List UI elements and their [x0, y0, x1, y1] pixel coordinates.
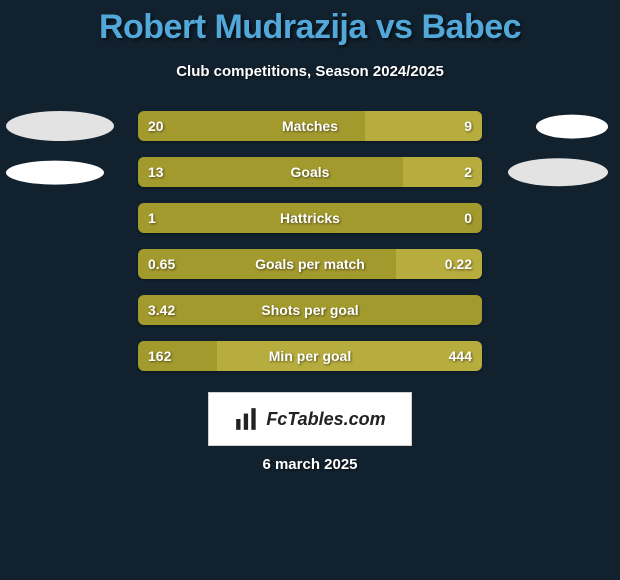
- stat-left-value: 20: [138, 118, 174, 134]
- stat-bar-right: 2: [403, 157, 482, 187]
- stat-left-value: 0.65: [138, 256, 185, 272]
- stat-row: 3.42 Shots per goal: [0, 290, 620, 336]
- bar-chart-icon: [234, 406, 260, 432]
- stat-bar: 3.42 Shots per goal: [138, 295, 482, 325]
- stat-bar-right: 0.22: [396, 249, 482, 279]
- stat-row: 162 444 Min per goal: [0, 336, 620, 382]
- decoration-ellipse: [508, 158, 608, 186]
- stat-bar: 0.65 0.22 Goals per match: [138, 249, 482, 279]
- stat-row: 0.65 0.22 Goals per match: [0, 244, 620, 290]
- brand-badge[interactable]: FcTables.com: [208, 392, 412, 446]
- stat-row: 20 9 Matches: [0, 106, 620, 152]
- comparison-subtitle: Club competitions, Season 2024/2025: [0, 63, 620, 80]
- stat-left-value: 1: [138, 210, 166, 226]
- brand-text: FcTables.com: [266, 409, 385, 430]
- stat-right-value: 2: [454, 164, 482, 180]
- stat-label: Hattricks: [280, 210, 340, 226]
- stat-label: Matches: [282, 118, 338, 134]
- decoration-ellipse: [6, 161, 104, 185]
- stat-row: 1 0 Hattricks: [0, 198, 620, 244]
- stat-label: Shots per goal: [261, 302, 358, 318]
- stat-right-value: 444: [439, 348, 482, 364]
- stat-right-value: 9: [454, 118, 482, 134]
- stat-right-value: 0: [454, 210, 482, 226]
- stat-bar-left: 13: [138, 157, 403, 187]
- stat-label: Goals per match: [255, 256, 365, 272]
- stat-bar: 1 0 Hattricks: [138, 203, 482, 233]
- stat-label: Goals: [291, 164, 330, 180]
- stat-bar: 13 2 Goals: [138, 157, 482, 187]
- comparison-rows: 20 9 Matches 13 2 Goals 1 0 Hattricks 0.65 0.22 Goa…: [0, 106, 620, 382]
- comparison-title: Robert Mudrazija vs Babec: [0, 0, 620, 47]
- stat-left-value: 162: [138, 348, 181, 364]
- stat-bar-right: 9: [365, 111, 482, 141]
- stat-left-value: 13: [138, 164, 174, 180]
- stat-left-value: 3.42: [138, 302, 185, 318]
- stat-bar: 20 9 Matches: [138, 111, 482, 141]
- stat-label: Min per goal: [269, 348, 351, 364]
- decoration-ellipse: [536, 115, 608, 139]
- stat-row: 13 2 Goals: [0, 152, 620, 198]
- stat-bar: 162 444 Min per goal: [138, 341, 482, 371]
- comparison-date: 6 march 2025: [262, 456, 357, 473]
- stat-right-value: 0.22: [435, 256, 482, 272]
- decoration-ellipse: [6, 111, 114, 141]
- stat-bar-left: 162: [138, 341, 217, 371]
